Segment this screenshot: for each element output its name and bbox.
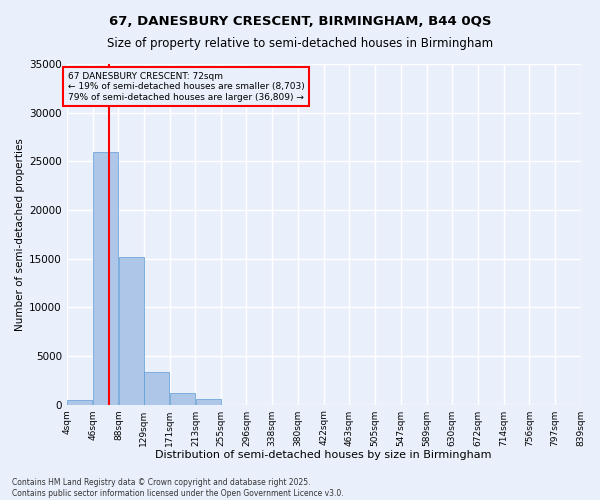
Bar <box>93 152 118 404</box>
Text: Size of property relative to semi-detached houses in Birmingham: Size of property relative to semi-detach… <box>107 38 493 51</box>
Y-axis label: Number of semi-detached properties: Number of semi-detached properties <box>15 138 25 330</box>
Text: 67 DANESBURY CRESCENT: 72sqm
← 19% of semi-detached houses are smaller (8,703)
7: 67 DANESBURY CRESCENT: 72sqm ← 19% of se… <box>68 72 305 102</box>
Text: Contains HM Land Registry data © Crown copyright and database right 2025.
Contai: Contains HM Land Registry data © Crown c… <box>12 478 344 498</box>
Text: 67, DANESBURY CRESCENT, BIRMINGHAM, B44 0QS: 67, DANESBURY CRESCENT, BIRMINGHAM, B44 … <box>109 15 491 28</box>
Bar <box>170 393 195 404</box>
Bar <box>119 256 143 404</box>
Bar <box>196 399 221 404</box>
X-axis label: Distribution of semi-detached houses by size in Birmingham: Distribution of semi-detached houses by … <box>155 450 492 460</box>
Bar <box>67 400 92 404</box>
Bar <box>144 372 169 404</box>
